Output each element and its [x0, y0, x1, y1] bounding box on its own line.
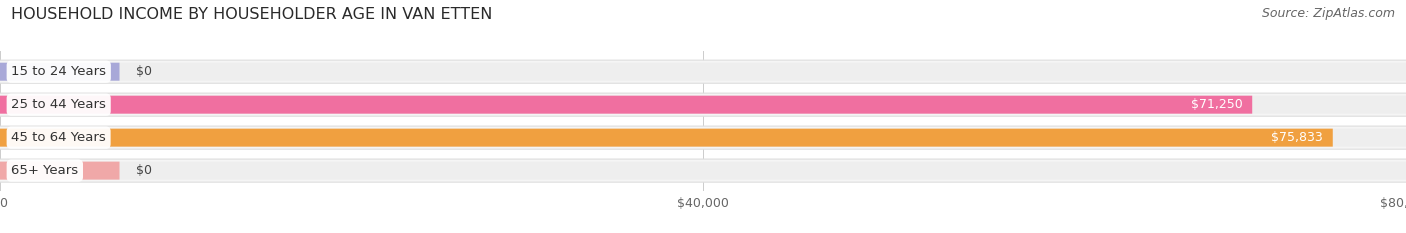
- FancyBboxPatch shape: [0, 159, 1406, 182]
- Text: 25 to 44 Years: 25 to 44 Years: [11, 98, 105, 111]
- Text: $0: $0: [136, 164, 152, 177]
- FancyBboxPatch shape: [0, 162, 1406, 180]
- Text: Source: ZipAtlas.com: Source: ZipAtlas.com: [1261, 7, 1395, 20]
- FancyBboxPatch shape: [0, 63, 120, 81]
- FancyBboxPatch shape: [0, 129, 1406, 147]
- Text: $0: $0: [136, 65, 152, 78]
- Text: 65+ Years: 65+ Years: [11, 164, 79, 177]
- FancyBboxPatch shape: [0, 129, 1333, 147]
- Text: HOUSEHOLD INCOME BY HOUSEHOLDER AGE IN VAN ETTEN: HOUSEHOLD INCOME BY HOUSEHOLDER AGE IN V…: [11, 7, 492, 22]
- FancyBboxPatch shape: [0, 60, 1406, 83]
- FancyBboxPatch shape: [0, 93, 1406, 116]
- Text: $75,833: $75,833: [1271, 131, 1323, 144]
- Text: $71,250: $71,250: [1191, 98, 1243, 111]
- FancyBboxPatch shape: [0, 126, 1406, 149]
- Text: 45 to 64 Years: 45 to 64 Years: [11, 131, 105, 144]
- FancyBboxPatch shape: [0, 96, 1406, 114]
- FancyBboxPatch shape: [0, 96, 1253, 114]
- Text: 15 to 24 Years: 15 to 24 Years: [11, 65, 107, 78]
- FancyBboxPatch shape: [0, 162, 120, 180]
- FancyBboxPatch shape: [0, 63, 1406, 81]
